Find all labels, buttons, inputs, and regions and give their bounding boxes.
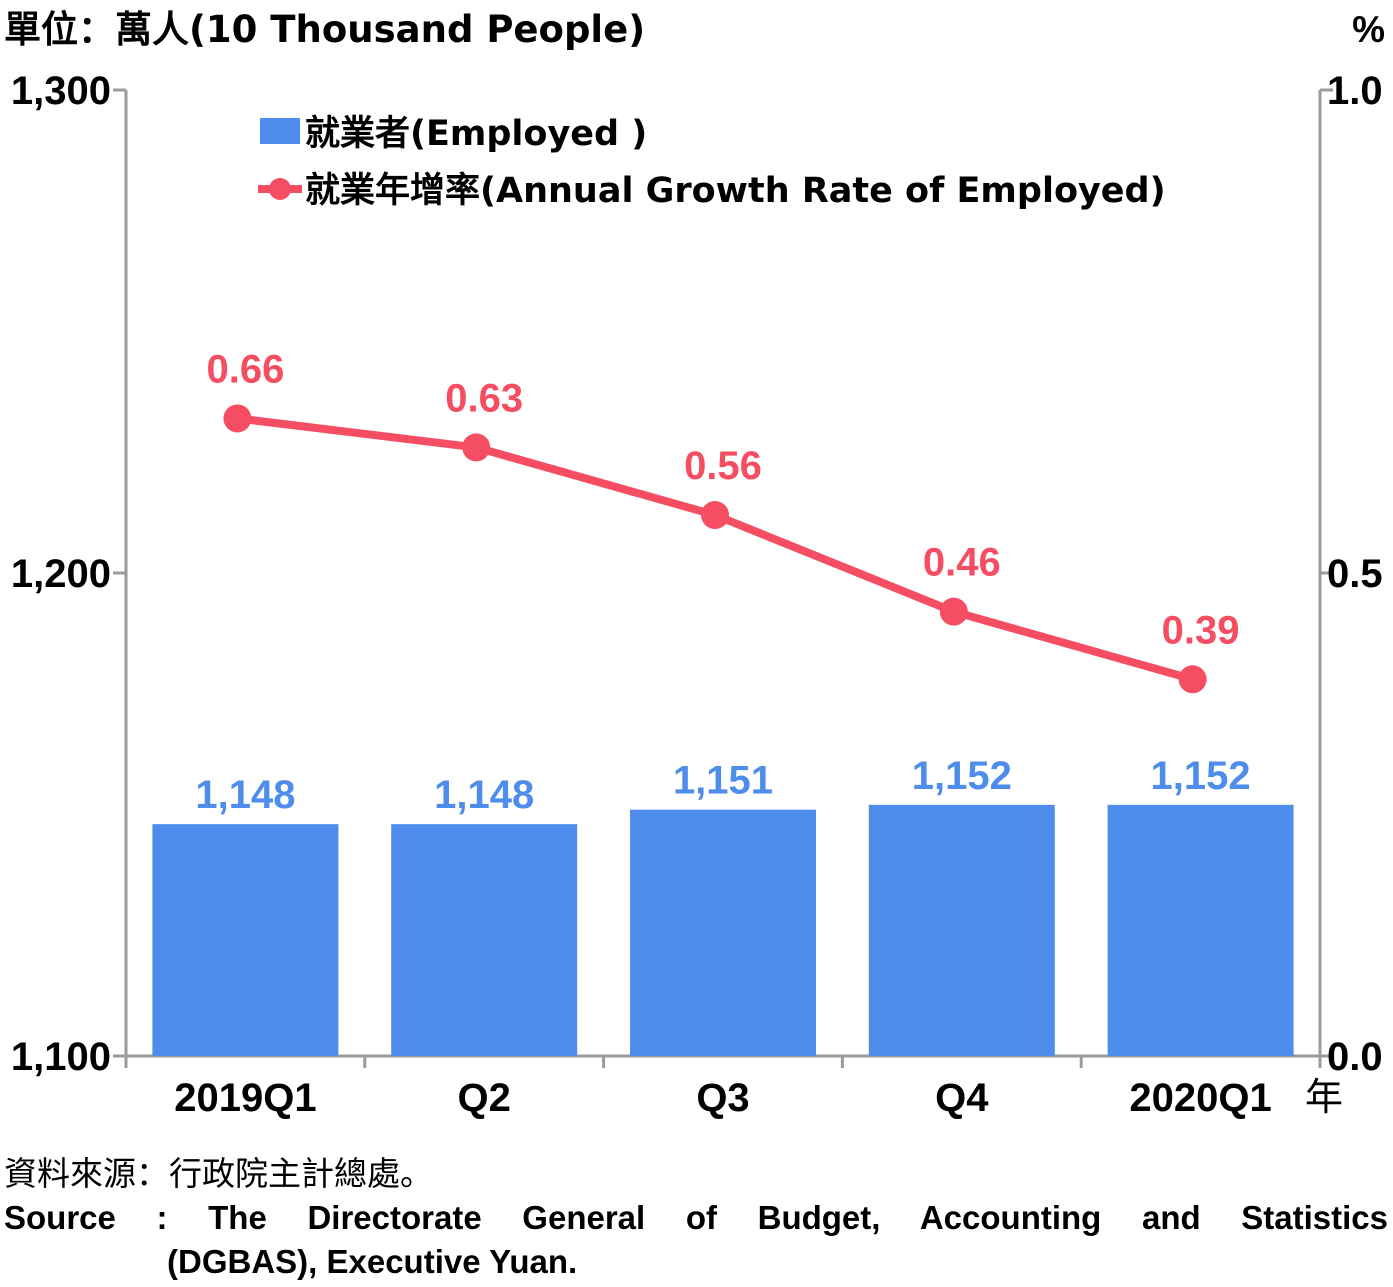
category-label: 2019Q1 <box>174 1076 316 1120</box>
line-series <box>223 404 1207 694</box>
growth-rate-point <box>939 597 968 626</box>
right-tick-label: 1.0 <box>1327 69 1383 113</box>
left-tick-label: 1,100 <box>11 1035 111 1079</box>
bar-series <box>152 804 1294 1056</box>
category-label: Q3 <box>696 1076 749 1120</box>
right-tick-label: 0.5 <box>1327 552 1383 596</box>
bar-value-labels: 1,148 1,148 1,151 1,152 1,152 <box>195 754 1250 817</box>
bar-value-label: 1,148 <box>434 773 534 817</box>
source-note: 資料來源：行政院主計總處。 Source : The Directorate G… <box>4 1152 1388 1284</box>
growth-rate-label: 0.63 <box>445 376 523 420</box>
bar <box>630 809 816 1056</box>
right-tick-label: 0.0 <box>1327 1035 1383 1079</box>
category-labels: 2019Q1 Q2 Q3 Q4 2020Q1 <box>174 1076 1272 1120</box>
x-axis-ticks <box>124 1056 1322 1068</box>
legend-bar-swatch <box>260 118 300 144</box>
growth-rate-point <box>462 433 491 462</box>
growth-rate-label: 0.66 <box>206 347 284 391</box>
right-axis-ticks: 0.0 0.5 1.0 <box>1320 69 1383 1079</box>
growth-rate-point <box>223 404 252 433</box>
growth-rate-point <box>1178 665 1207 694</box>
line-value-labels: 0.66 0.63 0.56 0.46 0.39 <box>206 347 1239 652</box>
bar-value-label: 1,148 <box>195 773 295 817</box>
source-en-line1: Source : The Directorate General of Budg… <box>4 1199 1388 1236</box>
bar-value-label: 1,151 <box>673 759 773 803</box>
source-en-line2: (DGBAS), Executive Yuan. <box>167 1243 578 1280</box>
left-axis-ticks: 1,100 1,200 1,300 <box>11 69 126 1079</box>
x-unit-label: 年 <box>1305 1075 1343 1119</box>
bar <box>1107 804 1294 1056</box>
source-zh: 資料來源：行政院主計總處。 <box>4 1154 433 1193</box>
legend-bar-label: 就業者(Employed ) <box>305 114 647 154</box>
bar <box>391 824 578 1056</box>
right-unit-label: % <box>1352 9 1385 50</box>
left-tick-label: 1,300 <box>11 69 111 113</box>
growth-rate-label: 0.39 <box>1162 608 1240 652</box>
category-label: Q2 <box>458 1076 511 1120</box>
growth-rate-point <box>701 501 729 530</box>
left-unit-label: 單位：萬人(10 Thousand People) <box>4 8 645 51</box>
legend-line-label: 就業年增率(Annual Growth Rate of Employed) <box>305 171 1166 211</box>
category-label: Q4 <box>935 1076 989 1120</box>
legend-line-marker <box>269 178 291 200</box>
bar <box>152 824 339 1056</box>
growth-rate-label: 0.46 <box>923 541 1001 585</box>
bar-value-label: 1,152 <box>1151 754 1251 798</box>
left-tick-label: 1,200 <box>11 552 111 596</box>
bar-value-label: 1,152 <box>912 754 1012 798</box>
chart: 單位：萬人(10 Thousand People) % 1,1001,2001,… <box>4 8 1385 1120</box>
bar <box>868 804 1055 1056</box>
growth-rate-label: 0.56 <box>684 444 762 488</box>
legend: 就業者(Employed ) 就業年增率(Annual Growth Rate … <box>258 114 1166 211</box>
category-label: 2020Q1 <box>1129 1076 1271 1120</box>
